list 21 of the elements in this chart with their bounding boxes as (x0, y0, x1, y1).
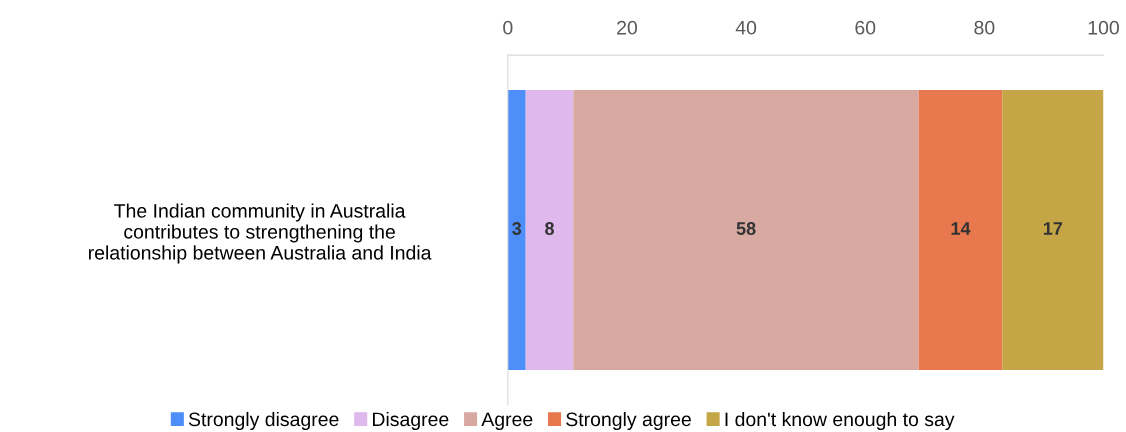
x-tick-label: 0 (503, 20, 513, 35)
data-label: 58 (736, 222, 756, 235)
x-tick-label: 40 (735, 20, 757, 35)
y-tick-label: The Indian community in Australia contributes to strengthening the relationship between Australia and India (89, 203, 432, 264)
legend-label: I don't know enough to say (725, 411, 955, 431)
bar (525, 90, 574, 371)
x-tick-label: 100 (1088, 20, 1119, 35)
legend-label: Strongly disagree (188, 411, 339, 431)
legend-label: Strongly agree (566, 411, 691, 431)
bar (507, 90, 526, 371)
bar (1002, 90, 1104, 371)
data-label: 3 (512, 222, 522, 235)
data-label: 8 (545, 222, 554, 235)
data-label: 14 (951, 222, 971, 235)
data-label: 17 (1043, 222, 1063, 235)
x-tick-label: 20 (617, 20, 638, 35)
legend-label: Agree (481, 412, 533, 431)
x-tick-label: 60 (855, 20, 876, 35)
bar (918, 90, 1003, 371)
x-tick-label: 80 (974, 20, 995, 35)
legend-label: Disagree (373, 411, 449, 431)
